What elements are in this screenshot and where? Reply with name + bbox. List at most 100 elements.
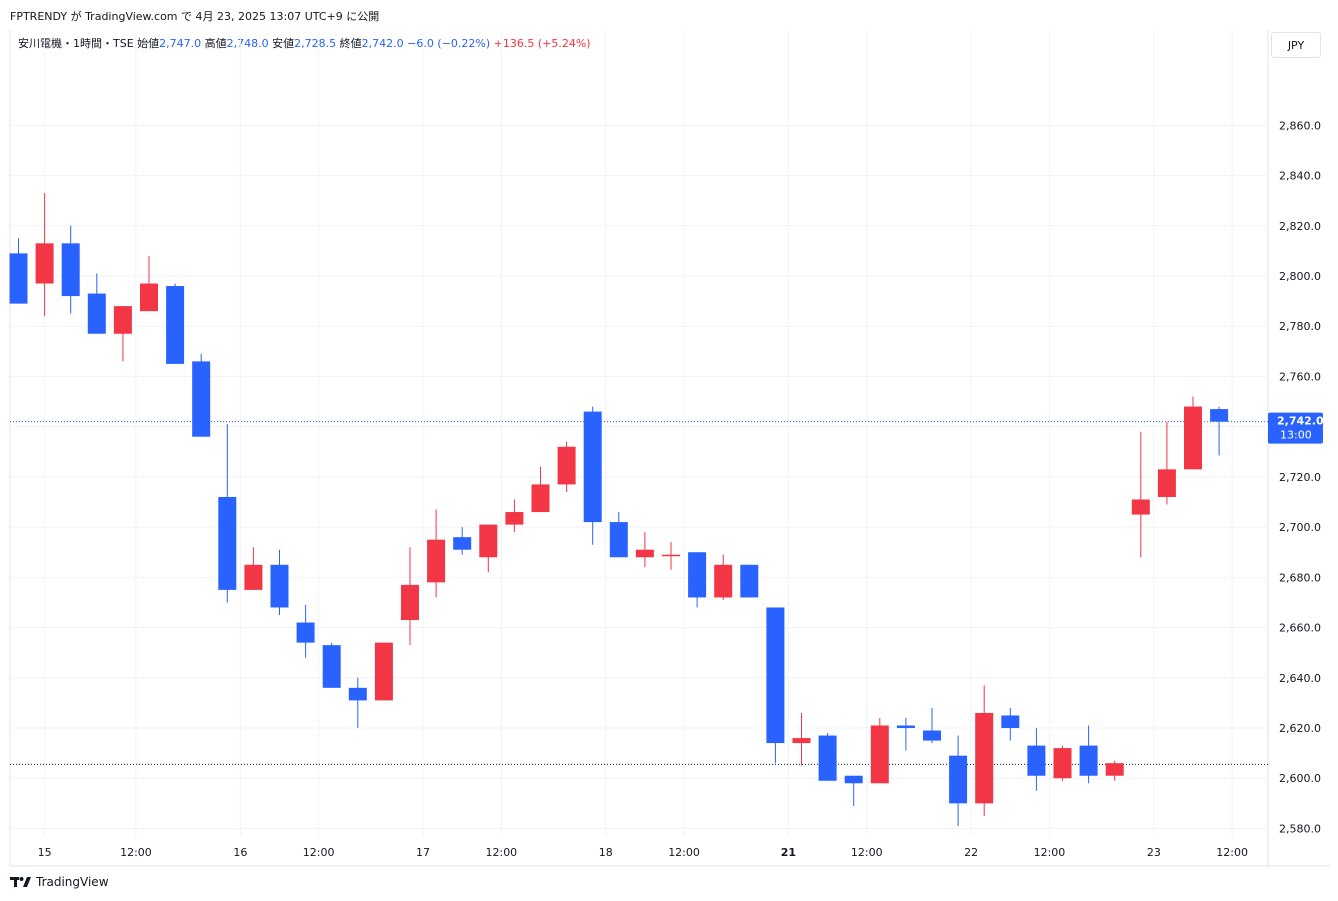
- y-tick-label: 2,760.0: [1279, 370, 1321, 383]
- candle: [688, 552, 707, 608]
- candle-body: [583, 411, 602, 523]
- candle-body: [9, 253, 28, 304]
- candle: [923, 707, 941, 744]
- candle: [1001, 707, 1020, 741]
- candle: [322, 642, 341, 688]
- currency-button[interactable]: JPY: [1271, 32, 1321, 58]
- candle: [1105, 760, 1124, 781]
- candle: [609, 512, 628, 558]
- candle-body: [1053, 748, 1072, 779]
- candle-body: [1184, 406, 1202, 470]
- high-value: 2,748.0: [226, 37, 269, 50]
- candle-body: [1105, 763, 1124, 776]
- candle: [9, 238, 28, 304]
- x-tick-label: 12:00: [1216, 846, 1248, 859]
- x-tick-label: 15: [38, 846, 52, 859]
- candle-body: [975, 712, 994, 804]
- low-label: 安値: [272, 37, 295, 50]
- candle-body: [192, 361, 211, 437]
- candle-body: [923, 730, 941, 741]
- candle-body: [740, 564, 759, 598]
- candle: [557, 441, 576, 492]
- footer-brand-label: TradingView: [36, 875, 109, 889]
- chart-grid: [9, 30, 1330, 867]
- symbol-legend: 安川電機・1時間・TSE 始値2,747.0 高値2,748.0 安値2,728…: [18, 35, 591, 51]
- candle: [479, 524, 498, 573]
- candle: [792, 712, 811, 766]
- x-tick-label: 16: [233, 846, 247, 859]
- candle: [583, 406, 602, 545]
- x-tick-label: 23: [1147, 846, 1161, 859]
- candle: [270, 549, 289, 616]
- x-tick-label: 21: [781, 846, 796, 859]
- candle: [453, 527, 472, 555]
- candle-body: [844, 775, 863, 784]
- candle: [87, 273, 106, 334]
- candle: [949, 735, 968, 826]
- x-tick-label: 12:00: [120, 846, 152, 859]
- x-tick-label: 22: [964, 846, 978, 859]
- candle-body: [609, 522, 628, 558]
- candle-body: [896, 725, 915, 729]
- candle-body: [662, 554, 680, 557]
- candle: [505, 499, 524, 533]
- candle-body: [322, 645, 341, 688]
- candle-body: [714, 564, 733, 598]
- y-tick-label: 2,620.0: [1279, 722, 1321, 735]
- candle: [1184, 396, 1202, 470]
- candle: [218, 424, 237, 603]
- footer-brand: TradingView: [10, 875, 109, 889]
- candle: [1053, 745, 1072, 781]
- candle-body: [427, 539, 446, 583]
- candle: [870, 717, 889, 784]
- tradingview-logo-icon: [10, 877, 31, 887]
- time-axis: 15 12:00 16 12:00 17 12:00 18 12:00 21 12:00 22 12:…: [38, 846, 1248, 859]
- x-tick-label: 18: [599, 846, 613, 859]
- candle-body: [949, 755, 968, 804]
- candle-body: [766, 607, 785, 744]
- candle-body: [61, 243, 80, 297]
- open-value: 2,747.0: [159, 37, 202, 50]
- x-tick-label: 12:00: [668, 846, 700, 859]
- candle: [531, 466, 550, 513]
- x-tick-label: 17: [416, 846, 430, 859]
- candle: [1210, 406, 1229, 456]
- candle-body: [401, 584, 419, 621]
- y-tick-label: 2,720.0: [1279, 471, 1321, 484]
- candle: [401, 547, 419, 646]
- low-value: 2,728.5: [294, 37, 337, 50]
- high-label: 高値: [204, 37, 227, 50]
- y-tick-label: 2,820.0: [1279, 220, 1321, 233]
- candle: [61, 225, 80, 314]
- y-tick-label: 2,700.0: [1279, 521, 1321, 534]
- last-price-tag: 2,742.013:00: [1268, 412, 1324, 444]
- close-label: 終値: [339, 37, 362, 50]
- candle-body: [113, 306, 132, 334]
- price-axis: 2,580.0 2,600.0 2,620.0 2,640.0 2,660.0 2,680…: [1279, 119, 1321, 835]
- y-tick-label: 2,680.0: [1279, 571, 1321, 584]
- y-tick-label: 2,580.0: [1279, 822, 1321, 835]
- last-price-tag-value: 2,742.0: [1277, 415, 1324, 428]
- candle: [113, 306, 132, 362]
- candle: [192, 353, 211, 437]
- candle: [844, 775, 863, 806]
- candle-body: [557, 446, 576, 485]
- candle: [348, 677, 367, 729]
- candles: [9, 193, 1229, 826]
- candle-body: [505, 512, 524, 525]
- candle-body: [374, 642, 393, 701]
- x-tick-label: 12:00: [1034, 846, 1066, 859]
- candle-body: [635, 549, 654, 558]
- candle-body: [1027, 745, 1046, 776]
- candle-body: [688, 552, 707, 598]
- candle-body: [140, 283, 158, 312]
- candle-body: [818, 735, 837, 781]
- candle: [818, 733, 837, 781]
- change-value: −6.0 (−0.22%): [407, 37, 491, 50]
- y-tick-label: 2,860.0: [1279, 119, 1321, 132]
- candle-body: [270, 564, 289, 608]
- candle: [374, 642, 393, 701]
- candle-body: [1001, 715, 1020, 729]
- candle: [1027, 728, 1046, 791]
